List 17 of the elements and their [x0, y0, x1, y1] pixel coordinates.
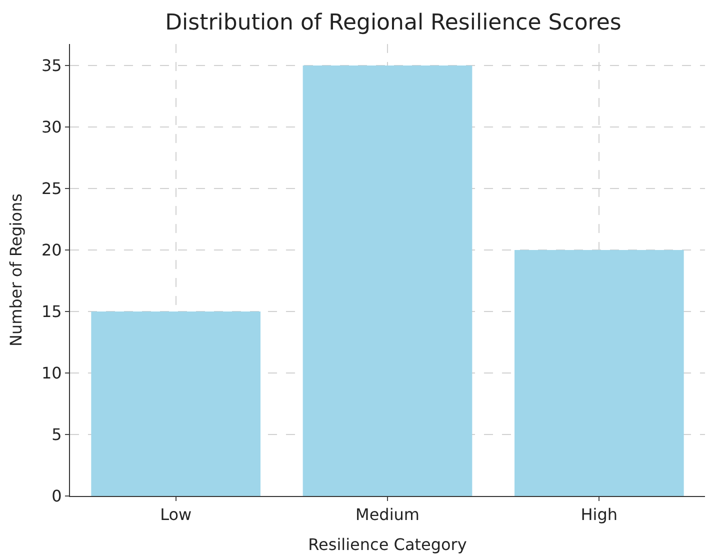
y-tick-label: 35: [41, 56, 62, 76]
x-tick-label: Low: [160, 505, 192, 524]
bar: [302, 66, 472, 496]
y-tick-label: 5: [52, 425, 62, 444]
y-tick-label: 15: [41, 302, 62, 322]
bar: [514, 250, 684, 496]
y-axis-title: Number of Regions: [6, 194, 26, 346]
y-tick-label: 20: [41, 240, 62, 260]
chart-title: Distribution of Regional Resilience Scores: [165, 10, 622, 36]
x-tick-label: High: [580, 505, 618, 524]
y-tick-label: 30: [41, 118, 62, 137]
y-tick-label: 0: [52, 486, 62, 506]
y-tick-label: 10: [41, 364, 62, 383]
bar: [91, 312, 260, 496]
x-axis-title: Resilience Category: [308, 534, 467, 554]
y-tick-label: 25: [41, 179, 62, 198]
x-tick-label: Medium: [356, 505, 420, 524]
